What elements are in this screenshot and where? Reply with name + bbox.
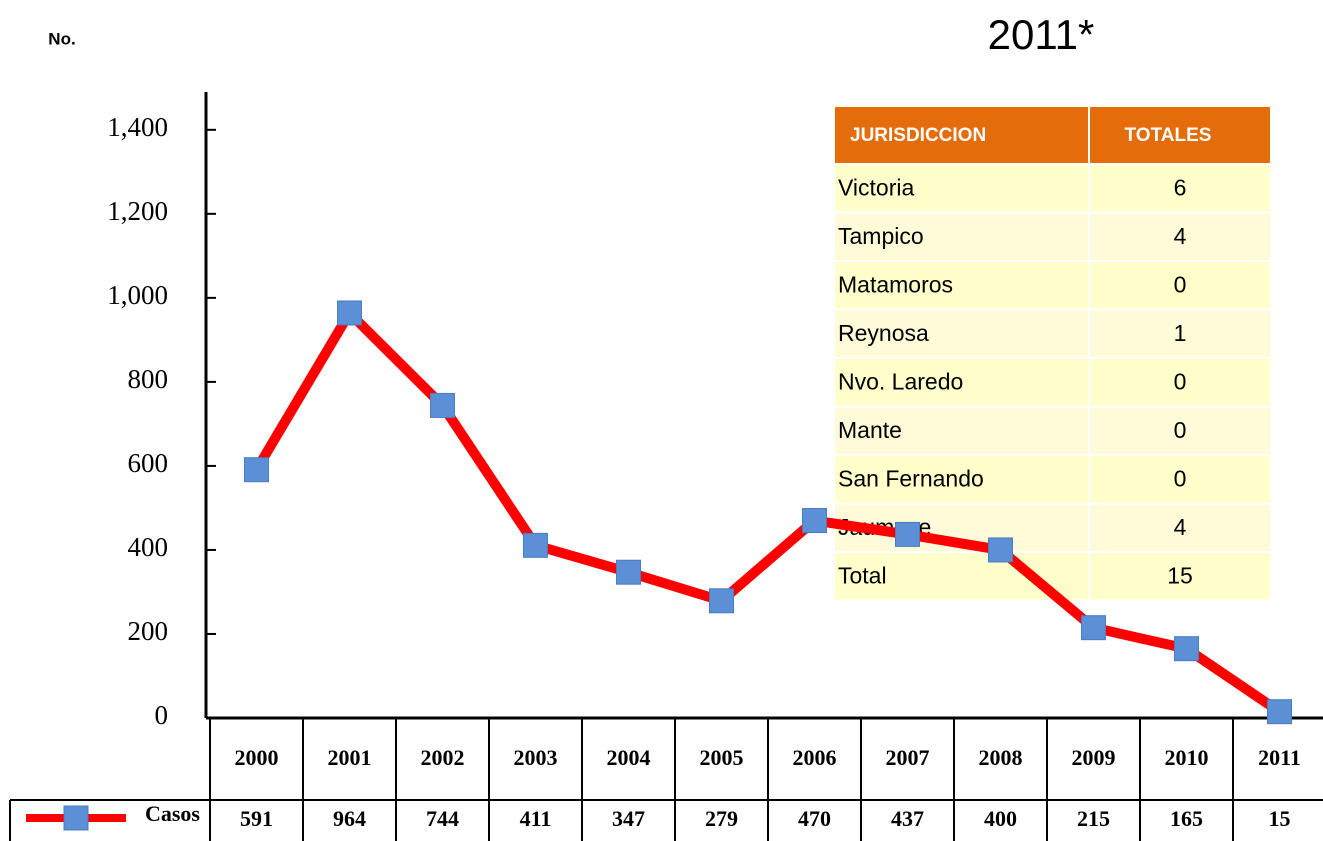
table-cell: 0 <box>1174 368 1187 394</box>
table-cell: 0 <box>1174 417 1187 443</box>
table-value: 215 <box>1077 806 1110 831</box>
table-value: 15 <box>1269 806 1291 831</box>
table-row <box>835 407 1270 454</box>
table-cell: Mante <box>838 417 902 443</box>
table-row <box>835 310 1270 357</box>
table-value: 437 <box>891 806 924 831</box>
y-tick-label: 400 <box>128 532 169 562</box>
legend-label: Casos <box>145 801 200 826</box>
marker <box>244 457 269 483</box>
x-tick-label: 2001 <box>328 745 372 770</box>
x-tick-label: 2003 <box>514 745 558 770</box>
table-cell: 1 <box>1174 320 1187 346</box>
table-cell: Nvo. Laredo <box>838 368 963 394</box>
table-row <box>835 262 1270 309</box>
table-title: 2011* <box>988 11 1095 58</box>
y-tick-label: 600 <box>128 448 169 478</box>
table-value: 400 <box>984 806 1017 831</box>
x-tick-label: 2004 <box>607 745 651 770</box>
table-cell: 4 <box>1174 223 1187 249</box>
y-tick-label: 0 <box>155 700 169 730</box>
table-value: 165 <box>1170 806 1203 831</box>
x-tick-label: 2006 <box>793 745 837 770</box>
table-value: 744 <box>426 806 459 831</box>
x-tick-label: 2010 <box>1165 745 1209 770</box>
y-tick-label: 1,000 <box>107 280 168 310</box>
marker <box>802 508 827 534</box>
table-cell: Reynosa <box>838 320 929 346</box>
table-cell: 15 <box>1167 562 1193 588</box>
table-value: 411 <box>520 806 552 831</box>
table-cell: 4 <box>1174 514 1187 540</box>
marker <box>337 300 362 326</box>
series-line <box>252 307 1283 716</box>
marker <box>430 392 455 418</box>
table-row <box>835 456 1270 503</box>
marker <box>1081 615 1106 641</box>
y-tick-label: 1,200 <box>107 196 168 226</box>
y-axis-label: No. <box>48 29 75 48</box>
marker <box>895 521 920 547</box>
table-cell: 0 <box>1174 465 1187 491</box>
table-value: 591 <box>240 806 273 831</box>
x-tick-label: 2005 <box>700 745 744 770</box>
table-header <box>835 107 1270 163</box>
table-value: 347 <box>612 806 645 831</box>
x-tick-label: 2002 <box>421 745 465 770</box>
table-cell: Matamoros <box>838 271 953 297</box>
marker <box>616 559 641 585</box>
table-row <box>835 213 1270 260</box>
table-row <box>835 359 1270 406</box>
x-tick-label: 2007 <box>886 745 930 770</box>
x-tick-label: 2009 <box>1072 745 1116 770</box>
table-row <box>835 165 1270 212</box>
table-value: 964 <box>333 806 366 831</box>
y-tick-label: 800 <box>128 364 169 394</box>
marker <box>1267 699 1292 725</box>
marker <box>1174 636 1199 662</box>
y-tick-label: 1,400 <box>107 112 168 142</box>
x-tick-label: 2011 <box>1258 745 1301 770</box>
y-tick-label: 200 <box>128 616 169 646</box>
legend-marker <box>63 805 89 831</box>
table-cell: Total <box>838 562 887 588</box>
header-cell: TOTALES <box>1125 125 1212 146</box>
table-cell: San Fernando <box>838 465 984 491</box>
header-cell: JURISDICCION <box>850 125 986 146</box>
marker <box>988 537 1013 563</box>
x-tick-label: 2008 <box>979 745 1023 770</box>
marker <box>523 532 548 558</box>
table-value: 279 <box>705 806 738 831</box>
table-value: 470 <box>798 806 831 831</box>
table-cell: 0 <box>1174 271 1187 297</box>
x-tick-label: 2000 <box>235 745 279 770</box>
table-cell: Tampico <box>838 223 924 249</box>
table-cell: 6 <box>1174 174 1187 200</box>
marker <box>709 588 734 614</box>
table-cell: Victoria <box>838 174 914 200</box>
